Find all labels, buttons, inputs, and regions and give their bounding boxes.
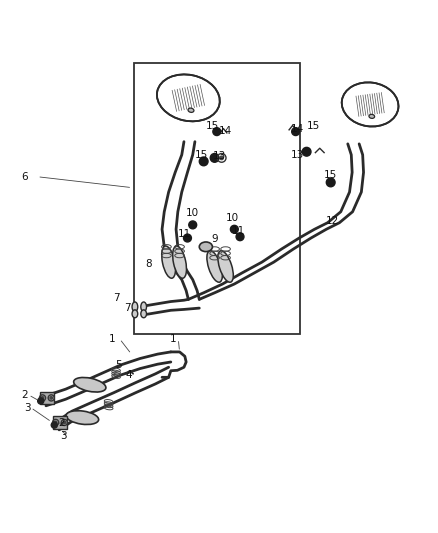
Circle shape — [302, 147, 311, 156]
Circle shape — [220, 156, 223, 159]
Circle shape — [236, 233, 244, 241]
Ellipse shape — [218, 251, 233, 282]
Ellipse shape — [157, 75, 220, 122]
Ellipse shape — [141, 302, 146, 312]
Bar — [134, 63, 300, 334]
Text: 13: 13 — [291, 150, 304, 160]
Circle shape — [63, 421, 66, 424]
Ellipse shape — [199, 242, 212, 252]
Circle shape — [51, 422, 57, 428]
Ellipse shape — [162, 246, 176, 278]
Bar — [40, 392, 54, 404]
Ellipse shape — [66, 411, 99, 424]
Text: 9: 9 — [211, 235, 218, 244]
Text: 15: 15 — [324, 169, 337, 180]
Text: 15: 15 — [206, 122, 219, 131]
Text: 14: 14 — [291, 124, 304, 134]
Ellipse shape — [173, 246, 187, 278]
Text: 8: 8 — [145, 260, 152, 269]
Circle shape — [292, 128, 300, 135]
Text: 11: 11 — [177, 229, 191, 239]
Ellipse shape — [132, 310, 138, 318]
Text: 4: 4 — [126, 370, 133, 380]
Text: 10: 10 — [226, 213, 239, 223]
Circle shape — [38, 398, 44, 404]
Circle shape — [326, 178, 335, 187]
Ellipse shape — [207, 251, 223, 282]
Text: 14: 14 — [219, 126, 232, 136]
Ellipse shape — [74, 377, 106, 392]
Text: 10: 10 — [186, 208, 199, 218]
Circle shape — [230, 225, 238, 233]
Text: 7: 7 — [113, 293, 120, 303]
Text: 2: 2 — [58, 418, 65, 428]
Text: 15: 15 — [195, 150, 208, 160]
Circle shape — [184, 234, 191, 242]
Text: 5: 5 — [115, 360, 122, 369]
Text: 1: 1 — [170, 334, 177, 344]
Ellipse shape — [132, 302, 138, 312]
Circle shape — [41, 397, 44, 399]
Circle shape — [210, 154, 219, 162]
Circle shape — [199, 157, 208, 166]
Text: 15: 15 — [307, 122, 320, 131]
Text: 11: 11 — [232, 225, 245, 236]
Text: 13: 13 — [212, 151, 226, 161]
Text: 2: 2 — [21, 390, 28, 400]
Text: 3: 3 — [24, 402, 31, 413]
Ellipse shape — [188, 108, 194, 112]
Ellipse shape — [141, 310, 146, 318]
Text: 1: 1 — [108, 334, 115, 344]
Circle shape — [213, 128, 221, 135]
Text: 6: 6 — [21, 172, 28, 182]
Bar — [53, 416, 67, 429]
Text: 12: 12 — [326, 215, 339, 225]
Circle shape — [189, 221, 197, 229]
Ellipse shape — [342, 83, 399, 126]
Ellipse shape — [369, 115, 374, 118]
Text: 7: 7 — [124, 303, 131, 313]
Circle shape — [50, 397, 53, 399]
Circle shape — [54, 421, 57, 424]
Text: 3: 3 — [60, 431, 67, 441]
